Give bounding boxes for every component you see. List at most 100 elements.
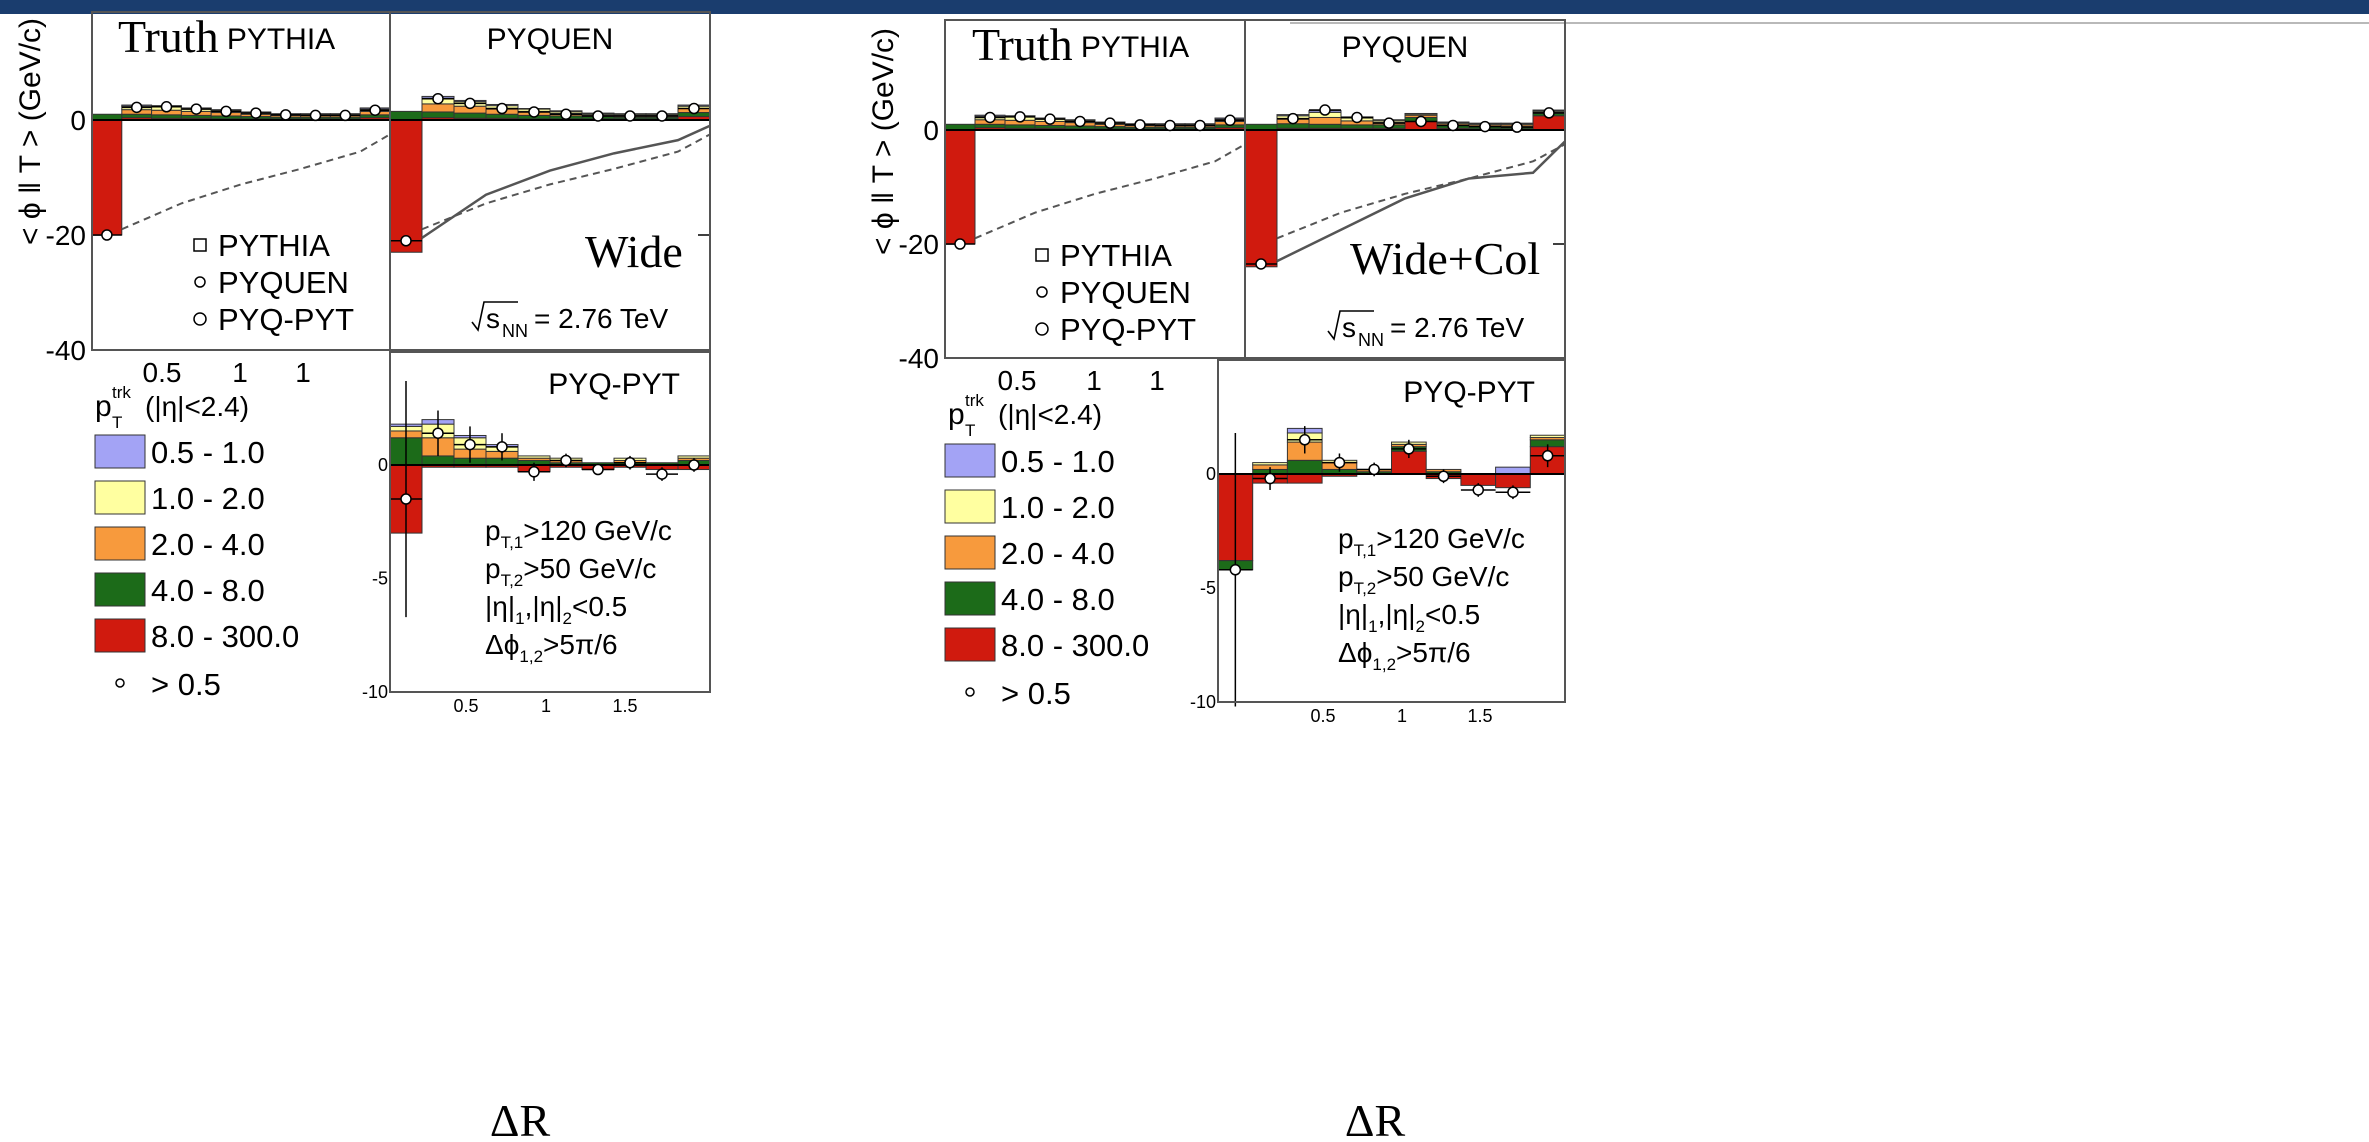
panel-1-pythia — [944, 19, 1246, 359]
bottom-ytick-label: 0 — [378, 455, 388, 475]
bottom-ytick-label: -5 — [1200, 578, 1216, 598]
legend-swatch-b80 — [944, 627, 996, 662]
legend-marker-label: > 0.5 — [151, 667, 221, 702]
data-point — [1074, 115, 1086, 128]
data-point — [250, 107, 262, 119]
panel-0-pyquen — [389, 11, 711, 351]
bottom-xtick-label: 1 — [1397, 706, 1407, 726]
legend-bin-label: 0.5 - 1.0 — [151, 435, 265, 470]
energy-sub: NN — [1358, 330, 1384, 350]
data-point — [279, 109, 292, 121]
panel-title-pyquen: PYQUEN — [487, 23, 614, 56]
panel-frame — [389, 351, 711, 693]
data-point — [1543, 107, 1555, 119]
marker-legend-PYQUEN: PYQUEN — [218, 265, 349, 300]
bottom-ytick-label: 0 — [1206, 464, 1216, 484]
bar-4-8-2 — [453, 112, 487, 119]
top-ytick-label: 0 — [70, 105, 86, 136]
truth-label: Truth — [118, 11, 219, 62]
cut-label: |η|1,|η|2<0.5 — [485, 591, 627, 628]
bar-2-4-1 — [421, 103, 455, 113]
separator-line — [1290, 22, 2369, 24]
data-point — [309, 109, 322, 122]
bar-8-300-0 — [1244, 129, 1278, 268]
marker-legend-PYTHIA: PYTHIA — [1060, 238, 1172, 273]
marker-icon — [115, 678, 125, 688]
data-point — [190, 103, 203, 115]
y-axis-label: < ϕ ‖ T > (GeV/c) — [14, 18, 47, 245]
legend-swatch-b05 — [94, 434, 146, 469]
data-point — [339, 109, 352, 122]
bottom-xtick-label: 1.5 — [1467, 706, 1492, 726]
legend-bin-label: 0.5 - 1.0 — [1001, 444, 1115, 479]
data-point — [432, 92, 444, 105]
legend-bin-label: 2.0 - 4.0 — [151, 527, 265, 562]
bar-8-300-0 — [389, 119, 423, 253]
bar-05-1-8 — [1495, 466, 1531, 475]
bar-4-8-2 — [1286, 459, 1323, 475]
cumulative-pythia-line — [1276, 143, 1566, 240]
data-point — [1287, 112, 1299, 125]
data-point — [1507, 486, 1519, 498]
square-marker-icon — [193, 238, 207, 252]
legend-bin-label: 2.0 - 4.0 — [1001, 536, 1115, 571]
cumulative-pythia-line — [974, 143, 1246, 240]
legend-swatch-b20 — [944, 535, 996, 570]
truth-label: Truth — [972, 19, 1073, 70]
legend-swatch-b40 — [94, 572, 146, 607]
data-point — [560, 108, 572, 120]
data-point — [1368, 463, 1380, 476]
panel-title-pythia: PYTHIA — [227, 23, 335, 56]
top-xtick-label: 1 — [232, 357, 248, 388]
ptrk-sup: trk — [112, 383, 131, 402]
data-point — [1255, 258, 1267, 270]
energy-sub: NN — [502, 321, 528, 341]
marker-legend-PYTHIA: PYTHIA — [218, 228, 330, 263]
y-axis-label: < ϕ ‖ T > (GeV/c) — [867, 28, 900, 255]
bottom-ytick-label: -10 — [1190, 692, 1216, 712]
top-xtick-label: 1 — [295, 357, 311, 388]
data-point — [1134, 119, 1146, 131]
bar-4-8-1 — [421, 455, 455, 466]
variant-label: Wide+Col — [1350, 233, 1540, 284]
bar-4-8-3 — [1340, 124, 1374, 129]
top-xtick-label: 1 — [1149, 365, 1165, 396]
top-ytick-label: -40 — [899, 343, 939, 374]
bottom-xtick-label: 0.5 — [453, 696, 478, 716]
bar-1-2-9 — [677, 455, 711, 459]
bar-4-8-1 — [1276, 123, 1310, 129]
legend-bin-label: 4.0 - 8.0 — [151, 573, 265, 608]
data-point — [432, 427, 444, 439]
panel-1-pyquen — [1244, 19, 1566, 359]
data-point — [496, 102, 508, 115]
data-point — [464, 438, 476, 451]
panel-frame — [389, 11, 711, 351]
cut-label: pT,2>50 GeV/c — [485, 553, 656, 590]
data-point — [1541, 450, 1554, 462]
marker-legend-PYQUEN: PYQUEN — [1060, 275, 1191, 310]
top-ytick-label: 0 — [923, 115, 939, 146]
cut-label: pT,1>120 GeV/c — [1338, 523, 1525, 560]
legend-marker-label: > 0.5 — [1001, 676, 1071, 711]
panel-1-diff — [1217, 359, 1566, 707]
data-point — [688, 102, 700, 115]
legend-bin-label: 1.0 - 2.0 — [151, 481, 265, 516]
data-point — [1224, 114, 1236, 127]
marker-legend-PYQ-PYT: PYQ-PYT — [218, 302, 354, 337]
top-ytick-label: -20 — [46, 220, 86, 251]
data-point — [528, 106, 540, 118]
bar-1-2-9 — [1529, 434, 1566, 439]
bar-8-300-2 — [1286, 473, 1323, 484]
data-point — [1437, 470, 1450, 483]
data-point — [592, 110, 604, 122]
data-point — [1044, 113, 1056, 125]
variant-label: Wide — [585, 226, 683, 277]
energy-s: s — [1342, 312, 1356, 343]
data-point — [1403, 443, 1415, 455]
data-point — [954, 238, 966, 250]
data-point — [624, 110, 636, 122]
circle-marker-icon — [193, 312, 207, 326]
bar-8-300-0 — [91, 119, 123, 236]
figure-left: PYTHIA PYQUENPYQ-PYTTruthWidePYTHIAPYQUEN… — [14, 11, 710, 1142]
cut-label: Δϕ1,2>5π/6 — [485, 629, 618, 666]
